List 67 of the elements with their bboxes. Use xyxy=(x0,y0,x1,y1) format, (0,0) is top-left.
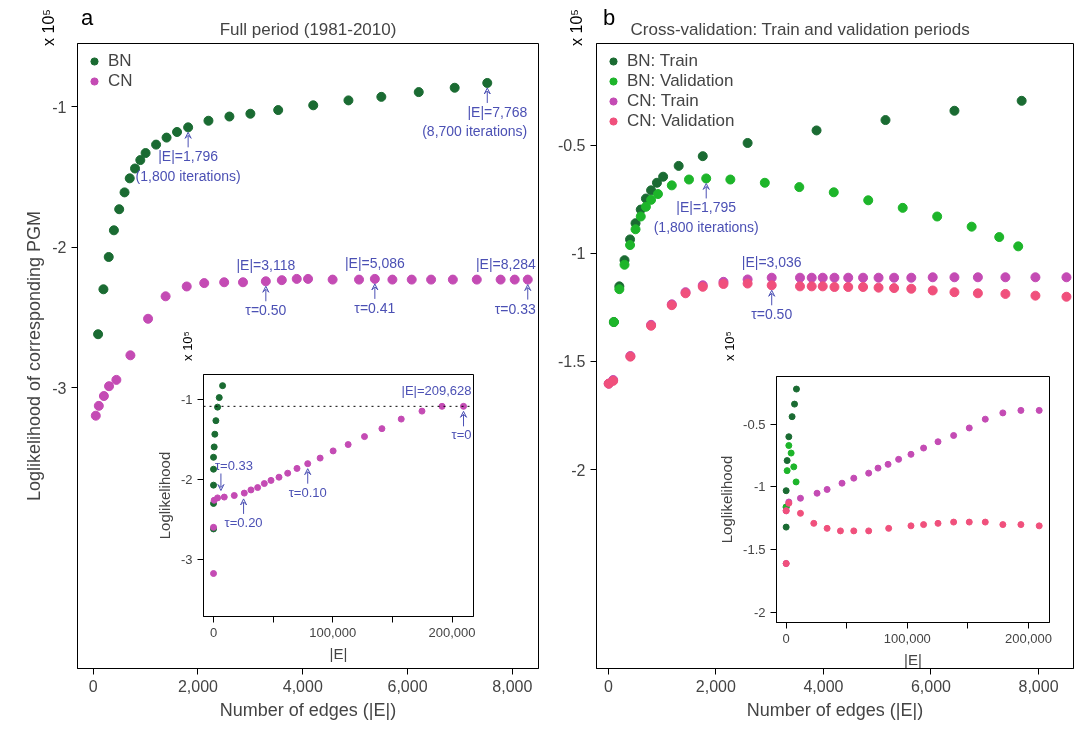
x-tick-label: 2,000 xyxy=(177,677,219,695)
annotation: |E|=3,118 xyxy=(236,257,296,274)
chart-title: Full period (1981-2010) xyxy=(219,19,397,39)
y-tick-label: -2 xyxy=(52,239,67,257)
x-tick-label: 0 xyxy=(782,630,790,646)
annotation: |E|=1,795 (1,800 iterations) xyxy=(653,199,759,235)
y-tick-label: -1.5 xyxy=(743,542,766,558)
y-tick-label: -3 xyxy=(52,379,67,397)
x-tick-label: 200,000 xyxy=(1005,630,1053,646)
legend-label: BN: Train xyxy=(627,51,698,71)
annotation: |E|=1,796 (1,800 iterations) xyxy=(135,148,241,184)
text: a xyxy=(81,5,94,30)
x-tick-label: 0 xyxy=(88,677,98,695)
y-tick-label: -0.5 xyxy=(743,416,766,432)
annotation: x 10⁵ xyxy=(180,331,195,361)
x-axis-title: Number of edges (|E|) xyxy=(746,699,924,720)
y-tick-label: -2 xyxy=(571,461,586,479)
text: b xyxy=(603,5,616,30)
x-axis-title: |E| xyxy=(904,650,922,668)
annotation: τ=0.50 xyxy=(245,302,287,319)
y-axis-title: Loglikelihood xyxy=(155,451,173,540)
legend-label: BN xyxy=(108,51,132,71)
annotation: τ=0.20 xyxy=(224,514,263,530)
y-tick-label: -2 xyxy=(180,472,193,488)
annotation: |E|=8,284 xyxy=(475,255,536,272)
y-tick-label: -1 xyxy=(52,98,67,116)
x-tick-label: 2,000 xyxy=(695,677,737,695)
x-axis-title: |E| xyxy=(329,644,348,662)
annotation: |E|=7,768 (8,700 iterations) xyxy=(422,103,528,140)
legend-label: CN: Validation xyxy=(627,111,735,131)
x-tick-label: 0 xyxy=(603,677,613,695)
annotation: τ=0 xyxy=(451,427,472,443)
annotation: τ=0.33 xyxy=(214,457,253,473)
y-tick-label: -1.5 xyxy=(557,353,586,371)
x-tick-label: 8,000 xyxy=(1018,677,1059,695)
x-tick-label: 0 xyxy=(209,624,218,640)
x-tick-label: 4,000 xyxy=(803,677,844,695)
x-tick-label: 8,000 xyxy=(492,677,533,695)
annotation: |E|=209,628 xyxy=(401,383,472,399)
legend-label: BN: Validation xyxy=(627,71,734,91)
annotation: τ=0.50 xyxy=(751,306,793,323)
y-axis-title: Loglikelihood xyxy=(718,455,736,544)
y-tick-label: -1 xyxy=(180,392,193,408)
annotation: τ=0.41 xyxy=(354,299,396,316)
x-tick-label: 4,000 xyxy=(282,677,323,695)
x-axis-title: Number of edges (|E|) xyxy=(219,699,397,720)
y-tick-label: -1 xyxy=(571,245,586,263)
annotation: τ=0.33 xyxy=(494,300,536,317)
annotation: |E|=5,086 xyxy=(344,254,405,271)
x-tick-label: 100,000 xyxy=(309,624,357,640)
y-tick-label: -2 xyxy=(753,604,766,620)
x-tick-label: 200,000 xyxy=(428,624,476,640)
annotation: |E|=3,036 xyxy=(741,253,802,270)
y-axis-title: Loglikelihood of corresponding PGM xyxy=(24,210,45,502)
text: x 10⁵ xyxy=(568,9,585,46)
annotation: x 10⁵ xyxy=(722,331,737,361)
chart-title: Cross-validation: Train and validation periods xyxy=(630,19,970,39)
x-tick-label: 6,000 xyxy=(387,677,428,695)
y-tick-label: -3 xyxy=(180,551,193,567)
legend-label: CN xyxy=(108,71,133,91)
y-tick-label: -1 xyxy=(753,479,766,495)
x-tick-label: 100,000 xyxy=(883,630,931,646)
annotation: τ=0.10 xyxy=(288,484,327,500)
legend-label: CN: Train xyxy=(627,91,699,111)
x-tick-label: 6,000 xyxy=(910,677,952,695)
text: x 10⁵ xyxy=(40,9,57,46)
y-tick-label: -0.5 xyxy=(557,137,586,155)
